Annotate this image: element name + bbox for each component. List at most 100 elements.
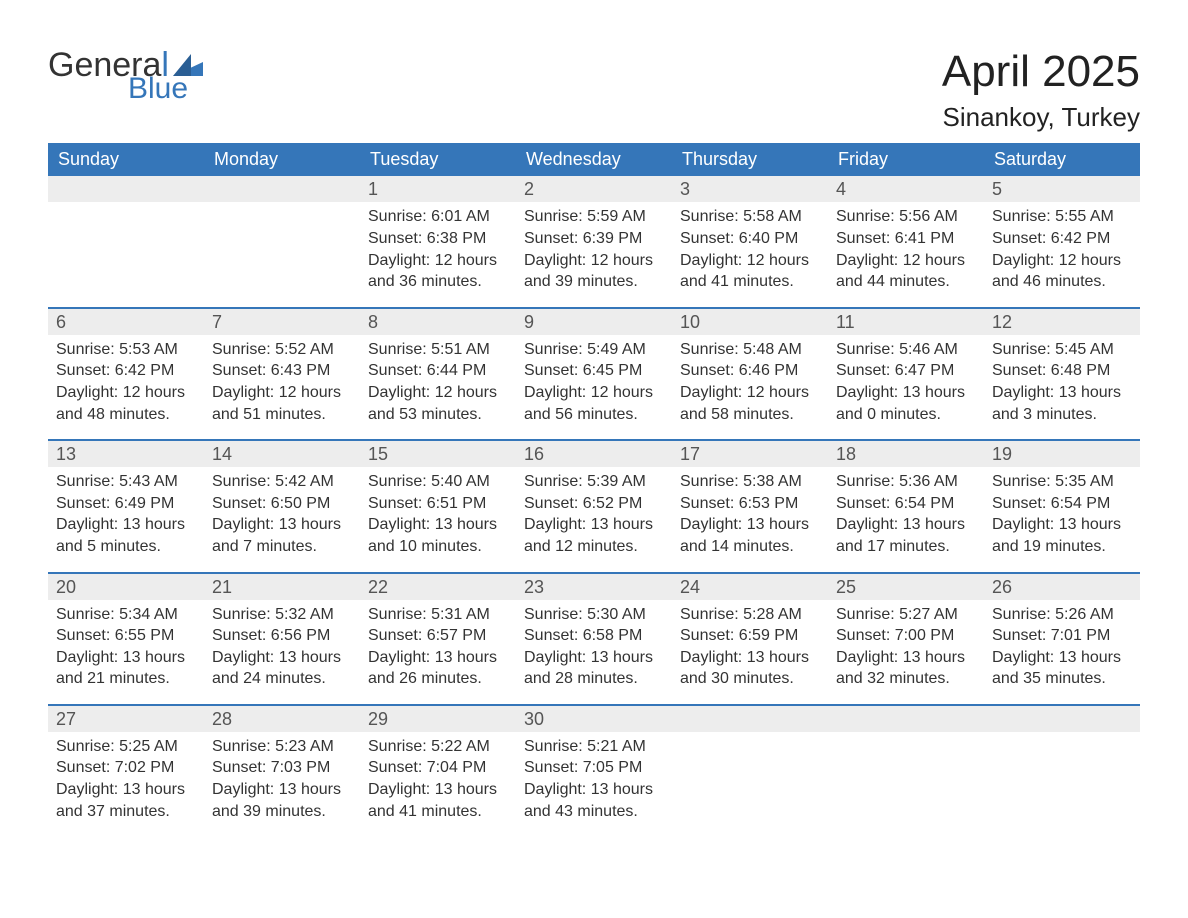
daylight-text-line2: and 39 minutes. — [524, 271, 664, 293]
logo-word-blue: Blue — [128, 74, 203, 104]
day-cell: 23Sunrise: 5:30 AMSunset: 6:58 PMDayligh… — [516, 574, 672, 704]
daylight-text-line2: and 24 minutes. — [212, 668, 352, 690]
day-number: 8 — [360, 309, 516, 335]
daylight-text-line1: Daylight: 13 hours — [56, 647, 196, 669]
title-block: April 2025 Sinankoy, Turkey — [942, 48, 1140, 133]
sunrise-text: Sunrise: 5:46 AM — [836, 339, 976, 361]
day-info: Sunrise: 5:39 AMSunset: 6:52 PMDaylight:… — [516, 467, 672, 557]
day-info: Sunrise: 5:51 AMSunset: 6:44 PMDaylight:… — [360, 335, 516, 425]
day-number — [828, 706, 984, 732]
day-info: Sunrise: 5:49 AMSunset: 6:45 PMDaylight:… — [516, 335, 672, 425]
day-cell — [204, 176, 360, 306]
day-number: 15 — [360, 441, 516, 467]
sunset-text: Sunset: 6:45 PM — [524, 360, 664, 382]
week-row: 6Sunrise: 5:53 AMSunset: 6:42 PMDaylight… — [48, 307, 1140, 439]
daylight-text-line1: Daylight: 12 hours — [836, 250, 976, 272]
day-number: 12 — [984, 309, 1140, 335]
sunset-text: Sunset: 6:40 PM — [680, 228, 820, 250]
daylight-text-line2: and 32 minutes. — [836, 668, 976, 690]
day-info: Sunrise: 5:53 AMSunset: 6:42 PMDaylight:… — [48, 335, 204, 425]
weekday-header: Thursday — [672, 143, 828, 176]
week-row: 20Sunrise: 5:34 AMSunset: 6:55 PMDayligh… — [48, 572, 1140, 704]
sunset-text: Sunset: 6:43 PM — [212, 360, 352, 382]
day-cell: 30Sunrise: 5:21 AMSunset: 7:05 PMDayligh… — [516, 706, 672, 836]
daylight-text-line1: Daylight: 13 hours — [524, 647, 664, 669]
daylight-text-line1: Daylight: 13 hours — [368, 514, 508, 536]
day-cell: 21Sunrise: 5:32 AMSunset: 6:56 PMDayligh… — [204, 574, 360, 704]
week-row: 13Sunrise: 5:43 AMSunset: 6:49 PMDayligh… — [48, 439, 1140, 571]
day-number: 23 — [516, 574, 672, 600]
daylight-text-line2: and 28 minutes. — [524, 668, 664, 690]
daylight-text-line1: Daylight: 13 hours — [836, 382, 976, 404]
daylight-text-line1: Daylight: 13 hours — [212, 647, 352, 669]
sunset-text: Sunset: 6:52 PM — [524, 493, 664, 515]
day-cell: 15Sunrise: 5:40 AMSunset: 6:51 PMDayligh… — [360, 441, 516, 571]
day-cell: 6Sunrise: 5:53 AMSunset: 6:42 PMDaylight… — [48, 309, 204, 439]
sunrise-text: Sunrise: 5:42 AM — [212, 471, 352, 493]
daylight-text-line1: Daylight: 12 hours — [992, 250, 1132, 272]
daylight-text-line2: and 36 minutes. — [368, 271, 508, 293]
sunrise-text: Sunrise: 5:22 AM — [368, 736, 508, 758]
day-info: Sunrise: 5:23 AMSunset: 7:03 PMDaylight:… — [204, 732, 360, 822]
day-info: Sunrise: 6:01 AMSunset: 6:38 PMDaylight:… — [360, 202, 516, 292]
sunset-text: Sunset: 7:01 PM — [992, 625, 1132, 647]
sunrise-text: Sunrise: 5:49 AM — [524, 339, 664, 361]
day-info: Sunrise: 5:27 AMSunset: 7:00 PMDaylight:… — [828, 600, 984, 690]
sunrise-text: Sunrise: 5:43 AM — [56, 471, 196, 493]
daylight-text-line2: and 51 minutes. — [212, 404, 352, 426]
day-cell — [672, 706, 828, 836]
sunrise-text: Sunrise: 5:35 AM — [992, 471, 1132, 493]
day-number: 2 — [516, 176, 672, 202]
day-cell: 28Sunrise: 5:23 AMSunset: 7:03 PMDayligh… — [204, 706, 360, 836]
sunrise-text: Sunrise: 5:25 AM — [56, 736, 196, 758]
sunset-text: Sunset: 7:05 PM — [524, 757, 664, 779]
day-cell: 8Sunrise: 5:51 AMSunset: 6:44 PMDaylight… — [360, 309, 516, 439]
daylight-text-line1: Daylight: 13 hours — [56, 779, 196, 801]
daylight-text-line1: Daylight: 12 hours — [56, 382, 196, 404]
sunrise-text: Sunrise: 5:58 AM — [680, 206, 820, 228]
weekday-header: Saturday — [984, 143, 1140, 176]
page: General Blue April 2025 Sinankoy, Turkey… — [0, 0, 1188, 876]
daylight-text-line1: Daylight: 13 hours — [524, 514, 664, 536]
daylight-text-line2: and 7 minutes. — [212, 536, 352, 558]
day-number: 1 — [360, 176, 516, 202]
day-cell: 7Sunrise: 5:52 AMSunset: 6:43 PMDaylight… — [204, 309, 360, 439]
daylight-text-line2: and 21 minutes. — [56, 668, 196, 690]
weekday-header: Sunday — [48, 143, 204, 176]
sunrise-text: Sunrise: 5:48 AM — [680, 339, 820, 361]
day-number: 22 — [360, 574, 516, 600]
day-info: Sunrise: 5:55 AMSunset: 6:42 PMDaylight:… — [984, 202, 1140, 292]
weekday-header-row: Sunday Monday Tuesday Wednesday Thursday… — [48, 143, 1140, 176]
day-info: Sunrise: 5:38 AMSunset: 6:53 PMDaylight:… — [672, 467, 828, 557]
daylight-text-line2: and 3 minutes. — [992, 404, 1132, 426]
day-cell: 12Sunrise: 5:45 AMSunset: 6:48 PMDayligh… — [984, 309, 1140, 439]
sunset-text: Sunset: 6:46 PM — [680, 360, 820, 382]
daylight-text-line2: and 35 minutes. — [992, 668, 1132, 690]
sunset-text: Sunset: 6:54 PM — [992, 493, 1132, 515]
day-cell: 10Sunrise: 5:48 AMSunset: 6:46 PMDayligh… — [672, 309, 828, 439]
sunrise-text: Sunrise: 5:59 AM — [524, 206, 664, 228]
day-number: 30 — [516, 706, 672, 732]
sunrise-text: Sunrise: 5:51 AM — [368, 339, 508, 361]
month-title: April 2025 — [942, 48, 1140, 96]
sunrise-text: Sunrise: 5:21 AM — [524, 736, 664, 758]
daylight-text-line1: Daylight: 13 hours — [368, 647, 508, 669]
daylight-text-line2: and 30 minutes. — [680, 668, 820, 690]
logo: General Blue — [48, 48, 203, 104]
day-cell: 27Sunrise: 5:25 AMSunset: 7:02 PMDayligh… — [48, 706, 204, 836]
sunset-text: Sunset: 6:42 PM — [992, 228, 1132, 250]
daylight-text-line1: Daylight: 13 hours — [212, 779, 352, 801]
day-info: Sunrise: 5:35 AMSunset: 6:54 PMDaylight:… — [984, 467, 1140, 557]
day-cell: 20Sunrise: 5:34 AMSunset: 6:55 PMDayligh… — [48, 574, 204, 704]
day-number — [204, 176, 360, 202]
daylight-text-line1: Daylight: 12 hours — [680, 382, 820, 404]
day-cell: 3Sunrise: 5:58 AMSunset: 6:40 PMDaylight… — [672, 176, 828, 306]
header-row: General Blue April 2025 Sinankoy, Turkey — [48, 48, 1140, 133]
sunrise-text: Sunrise: 5:28 AM — [680, 604, 820, 626]
sunset-text: Sunset: 7:04 PM — [368, 757, 508, 779]
daylight-text-line1: Daylight: 12 hours — [524, 382, 664, 404]
day-cell: 18Sunrise: 5:36 AMSunset: 6:54 PMDayligh… — [828, 441, 984, 571]
day-number: 28 — [204, 706, 360, 732]
day-cell: 11Sunrise: 5:46 AMSunset: 6:47 PMDayligh… — [828, 309, 984, 439]
sunrise-text: Sunrise: 5:52 AM — [212, 339, 352, 361]
